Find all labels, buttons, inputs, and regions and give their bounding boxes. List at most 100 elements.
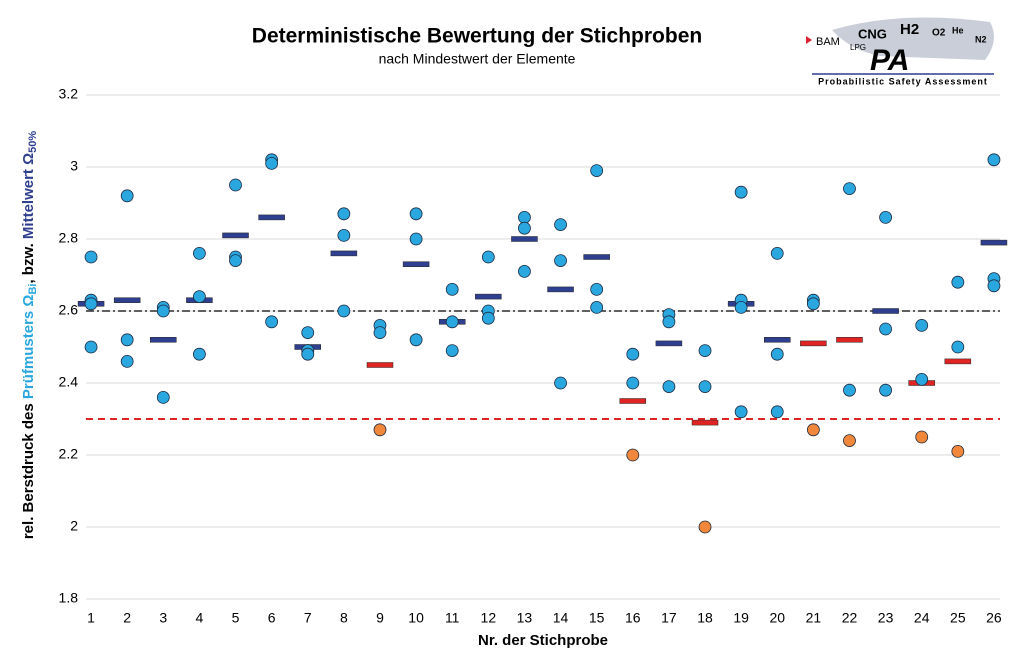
- logo-caption: Probabilistic Safety Assessment: [818, 76, 988, 86]
- mean-marker: [547, 286, 574, 293]
- x-tick-label: 2: [123, 610, 131, 626]
- x-tick-label: 22: [842, 610, 858, 626]
- sample-point: [734, 405, 748, 419]
- sample-point: [987, 279, 1001, 293]
- sample-point: [626, 376, 640, 390]
- y-label-part: Mittelwert Ω: [20, 153, 37, 239]
- sample-point: [770, 347, 784, 361]
- sample-point: [373, 326, 387, 340]
- mean-marker: [402, 261, 430, 267]
- sample-point: [915, 372, 929, 386]
- sample-point: [590, 164, 604, 178]
- x-tick-label: 21: [806, 610, 822, 626]
- sample-point: [879, 210, 892, 224]
- sample-point: [120, 354, 134, 368]
- y-tick-label: 2.4: [59, 374, 79, 390]
- logo-gas: H2: [900, 21, 919, 38]
- sample-point: [265, 156, 279, 170]
- sample-point: [120, 189, 134, 203]
- mean-marker: [150, 337, 177, 343]
- x-tick-label: 13: [517, 610, 533, 626]
- x-tick-label: 8: [340, 610, 348, 626]
- y-label-part: Bi: [27, 284, 39, 295]
- sample-point: [554, 254, 567, 268]
- logo-bam: BAM: [816, 36, 840, 48]
- sample-point: [843, 383, 856, 397]
- sample-point: [193, 246, 206, 260]
- x-tick-label: 25: [950, 610, 966, 626]
- logo-icon: [806, 36, 812, 44]
- sample-point: [843, 182, 856, 196]
- sample-point: [481, 311, 495, 325]
- sample-point: [229, 178, 242, 192]
- chart-subtitle: nach Mindestwert der Elemente: [379, 51, 576, 67]
- x-tick-label: 15: [589, 610, 605, 626]
- sample-point: [409, 333, 423, 347]
- sample-point: [120, 333, 134, 347]
- sample-point: [84, 297, 98, 311]
- x-tick-label: 6: [268, 610, 276, 626]
- logo-gas: CNG: [858, 26, 887, 41]
- sample-point: [445, 315, 459, 329]
- sample-point: [229, 254, 242, 268]
- sample-point: [518, 264, 531, 278]
- logo-gas: O2: [932, 28, 946, 39]
- x-tick-label: 14: [553, 610, 569, 626]
- sample-point: [770, 405, 784, 419]
- sample-point: [84, 340, 98, 354]
- mean-marker: [691, 419, 719, 426]
- sample-point: [662, 380, 676, 394]
- mean-marker: [800, 340, 827, 347]
- mean-marker: [583, 254, 610, 260]
- mean-marker: [258, 214, 285, 221]
- x-tick-label: 23: [878, 610, 894, 626]
- sample-point: [445, 282, 459, 296]
- x-tick-label: 4: [196, 610, 204, 626]
- sample-point: [806, 297, 820, 311]
- y-tick-label: 2: [70, 518, 78, 534]
- sample-point: [698, 344, 712, 358]
- sample-point: [156, 390, 170, 404]
- logo-mark: PA: [870, 44, 909, 77]
- y-tick-label: 3: [70, 158, 78, 174]
- x-tick-label: 18: [697, 610, 713, 626]
- sample-point: [518, 221, 531, 235]
- y-tick-label: 3.2: [59, 86, 79, 102]
- mean-marker: [872, 308, 899, 314]
- sample-point: [626, 448, 640, 462]
- sample-point: [734, 300, 748, 314]
- y-tick-label: 1.8: [59, 590, 79, 606]
- x-tick-label: 1: [87, 610, 95, 626]
- sample-point: [770, 246, 784, 260]
- logo-shape: [832, 17, 994, 60]
- sample-point: [734, 185, 748, 199]
- x-tick-label: 3: [159, 610, 167, 626]
- x-tick-label: 5: [232, 610, 240, 626]
- sample-point: [301, 347, 315, 361]
- sample-point: [445, 344, 459, 358]
- mean-marker: [222, 232, 249, 239]
- x-tick-label: 26: [986, 610, 1002, 626]
- mean-marker: [330, 250, 358, 257]
- sample-point: [879, 383, 892, 397]
- sample-point: [481, 250, 495, 264]
- logo: BAM CNG H2 O2 He N2 LPG PA Probabilistic…: [806, 17, 994, 86]
- sample-point: [337, 207, 351, 221]
- x-tick-label: 11: [445, 610, 460, 626]
- x-tick-label: 9: [376, 610, 384, 626]
- sample-point: [409, 207, 423, 221]
- sample-point: [590, 300, 604, 314]
- mean-marker: [511, 236, 538, 242]
- sample-point: [409, 232, 423, 246]
- sample-point: [951, 275, 965, 289]
- logo-gas: LPG: [850, 43, 866, 52]
- x-tick-label: 12: [481, 610, 497, 626]
- y-tick-label: 2.8: [59, 230, 79, 246]
- mean-marker: [619, 398, 647, 404]
- mean-marker: [944, 358, 972, 365]
- x-tick-label: 20: [769, 610, 785, 626]
- x-axis-label: Nr. der Stichprobe: [478, 632, 608, 649]
- sample-point: [193, 347, 206, 361]
- sample-point: [915, 430, 929, 444]
